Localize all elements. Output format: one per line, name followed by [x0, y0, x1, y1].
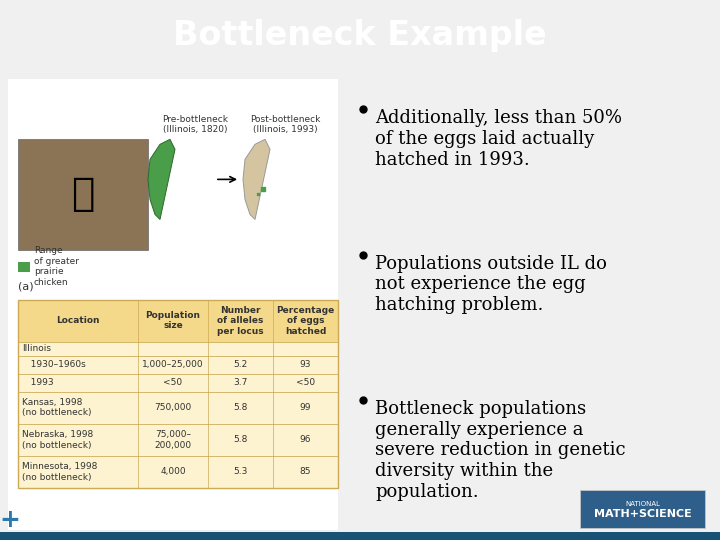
Text: MATH+SCIENCE: MATH+SCIENCE	[593, 509, 691, 519]
FancyBboxPatch shape	[18, 261, 30, 272]
FancyBboxPatch shape	[580, 490, 705, 528]
Text: Percentage
of eggs
hatched: Percentage of eggs hatched	[276, 306, 335, 335]
FancyBboxPatch shape	[18, 342, 338, 356]
Polygon shape	[243, 139, 270, 219]
Polygon shape	[148, 139, 175, 219]
Text: Pre-bottleneck
(Illinois, 1820): Pre-bottleneck (Illinois, 1820)	[162, 114, 228, 134]
Text: Post-bottleneck
(Illinois, 1993): Post-bottleneck (Illinois, 1993)	[250, 114, 320, 134]
FancyBboxPatch shape	[18, 424, 338, 456]
Text: Location: Location	[56, 316, 100, 325]
Text: (a): (a)	[18, 281, 34, 292]
Text: Population
size: Population size	[145, 311, 200, 330]
Text: Number
of alleles
per locus: Number of alleles per locus	[217, 306, 264, 335]
FancyBboxPatch shape	[18, 139, 148, 249]
Text: 750,000: 750,000	[154, 403, 192, 412]
Text: Minnesota, 1998
(no bottleneck): Minnesota, 1998 (no bottleneck)	[22, 462, 97, 482]
Text: Kansas, 1998
(no bottleneck): Kansas, 1998 (no bottleneck)	[22, 398, 91, 417]
Text: 1,000–25,000: 1,000–25,000	[142, 360, 204, 369]
FancyBboxPatch shape	[8, 79, 338, 530]
Text: 5.2: 5.2	[233, 360, 248, 369]
Text: Bottleneck populations
generally experience a
severe reduction in genetic
divers: Bottleneck populations generally experie…	[375, 400, 626, 501]
FancyBboxPatch shape	[0, 532, 720, 540]
Text: NATIONAL: NATIONAL	[625, 501, 660, 507]
Text: 4,000: 4,000	[160, 468, 186, 476]
Text: Bottleneck Example: Bottleneck Example	[173, 18, 547, 52]
Text: Range
of greater
prairie
chicken: Range of greater prairie chicken	[34, 246, 79, 287]
Text: 1930–1960s: 1930–1960s	[22, 360, 86, 369]
Text: Populations outside IL do
not experience the egg
hatching problem.: Populations outside IL do not experience…	[375, 254, 607, 314]
FancyBboxPatch shape	[18, 356, 338, 374]
Text: 85: 85	[300, 468, 311, 476]
Text: Nebraska, 1998
(no bottleneck): Nebraska, 1998 (no bottleneck)	[22, 430, 94, 449]
Text: 5.3: 5.3	[233, 468, 248, 476]
Text: Illinois: Illinois	[22, 344, 51, 353]
Text: 1993: 1993	[22, 378, 53, 387]
Text: 3.7: 3.7	[233, 378, 248, 387]
Text: 5.8: 5.8	[233, 435, 248, 444]
FancyBboxPatch shape	[18, 374, 338, 391]
Text: 96: 96	[300, 435, 311, 444]
Text: 🐦: 🐦	[71, 176, 95, 213]
Text: 75,000–
200,000: 75,000– 200,000	[154, 430, 192, 449]
Text: <50: <50	[296, 378, 315, 387]
Text: 99: 99	[300, 403, 311, 412]
FancyBboxPatch shape	[18, 392, 338, 424]
Text: 5.8: 5.8	[233, 403, 248, 412]
FancyBboxPatch shape	[18, 300, 338, 342]
FancyBboxPatch shape	[18, 456, 338, 488]
Text: 93: 93	[300, 360, 311, 369]
Text: Additionally, less than 50%
of the eggs laid actually
hatched in 1993.: Additionally, less than 50% of the eggs …	[375, 109, 622, 169]
Text: +: +	[0, 508, 20, 532]
Text: <50: <50	[163, 378, 183, 387]
